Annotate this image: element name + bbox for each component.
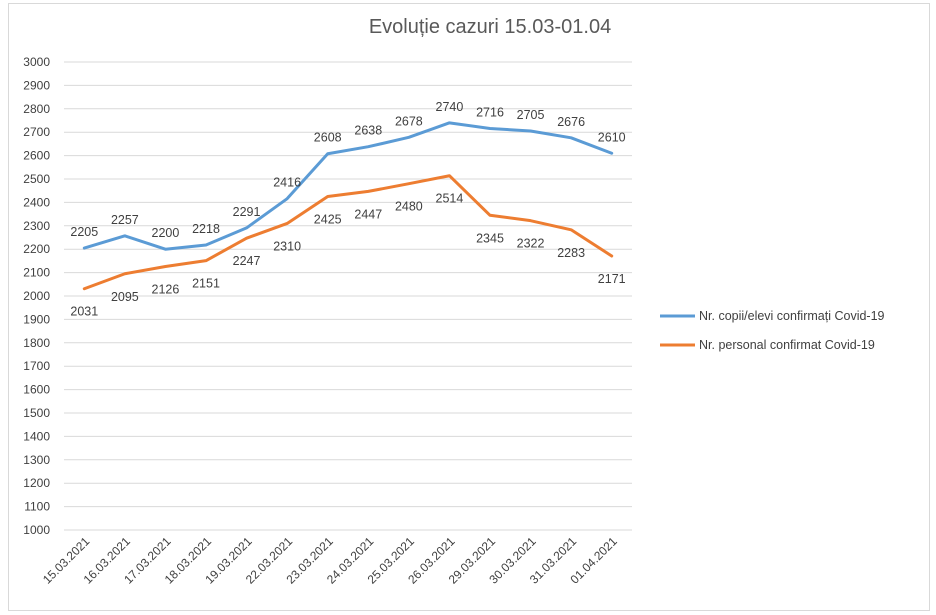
data-label: 2310 bbox=[273, 239, 301, 253]
data-label: 2608 bbox=[314, 131, 342, 145]
y-tick-label: 2600 bbox=[23, 149, 50, 163]
y-tick-label: 2500 bbox=[23, 172, 50, 186]
data-label: 2447 bbox=[354, 207, 382, 221]
y-tick-label: 1200 bbox=[23, 476, 50, 490]
data-label: 2416 bbox=[273, 176, 301, 190]
chart-frame bbox=[8, 3, 930, 611]
data-label: 2151 bbox=[192, 277, 220, 291]
grid-lines bbox=[64, 61, 632, 531]
data-label: 2247 bbox=[233, 254, 261, 268]
legend: Nr. copii/elevi confirmați Covid-19 Nr. p… bbox=[660, 309, 885, 352]
data-label: 2171 bbox=[598, 272, 626, 286]
data-label: 2425 bbox=[314, 213, 342, 227]
y-tick-label: 1600 bbox=[23, 383, 50, 397]
data-label: 2740 bbox=[436, 100, 464, 114]
y-tick-label: 1800 bbox=[23, 336, 50, 350]
y-tick-label: 2200 bbox=[23, 242, 50, 256]
chart-title: Evoluție cazuri 15.03-01.04 bbox=[369, 16, 611, 38]
data-label: 2218 bbox=[192, 222, 220, 236]
data-label: 2283 bbox=[557, 246, 585, 260]
data-label: 2678 bbox=[395, 114, 423, 128]
data-label: 2257 bbox=[111, 213, 139, 227]
series-lines bbox=[82, 121, 614, 291]
data-label: 2205 bbox=[70, 225, 98, 239]
y-tick-label: 1700 bbox=[23, 359, 50, 373]
x-axis: 15.03.202116.03.202117.03.202118.03.2021… bbox=[40, 534, 620, 587]
data-label: 2291 bbox=[233, 205, 261, 219]
y-tick-label: 1900 bbox=[23, 312, 50, 326]
y-tick-label: 1500 bbox=[23, 406, 50, 420]
data-label: 2031 bbox=[70, 305, 98, 319]
y-axis: 1000 1100 1200 1300 1400 1500 1600 1700 1800 1900… bbox=[23, 55, 50, 537]
data-label: 2480 bbox=[395, 200, 423, 214]
data-label: 2716 bbox=[476, 105, 504, 119]
data-label: 2705 bbox=[517, 108, 545, 122]
legend-label: Nr. personal confirmat Covid-19 bbox=[699, 338, 875, 352]
y-tick-label: 2000 bbox=[23, 289, 50, 303]
data-label: 2095 bbox=[111, 290, 139, 304]
data-label: 2676 bbox=[557, 115, 585, 129]
data-label: 2514 bbox=[436, 192, 464, 206]
y-tick-label: 2300 bbox=[23, 219, 50, 233]
y-tick-label: 2400 bbox=[23, 195, 50, 209]
y-tick-label: 2700 bbox=[23, 125, 50, 139]
y-tick-label: 1300 bbox=[23, 453, 50, 467]
y-tick-label: 1400 bbox=[23, 429, 50, 443]
y-tick-label: 2900 bbox=[23, 78, 50, 92]
data-labels: 2205 2257 2200 2218 2291 2416 2608 2638 2678 2740… bbox=[70, 100, 625, 319]
y-tick-label: 1000 bbox=[23, 523, 50, 537]
y-tick-label: 3000 bbox=[23, 55, 50, 69]
series-line-2 bbox=[82, 174, 614, 291]
data-label: 2200 bbox=[152, 226, 180, 240]
data-label: 2345 bbox=[476, 231, 504, 245]
y-tick-label: 1100 bbox=[24, 500, 50, 514]
series-line-1 bbox=[82, 121, 614, 251]
legend-label: Nr. copii/elevi confirmați Covid-19 bbox=[699, 309, 885, 323]
data-label: 2126 bbox=[152, 283, 180, 297]
y-tick-label: 2800 bbox=[23, 102, 50, 116]
data-label: 2322 bbox=[517, 237, 545, 251]
data-label: 2610 bbox=[598, 130, 626, 144]
data-label: 2638 bbox=[354, 124, 382, 138]
y-tick-label: 2100 bbox=[23, 266, 50, 280]
